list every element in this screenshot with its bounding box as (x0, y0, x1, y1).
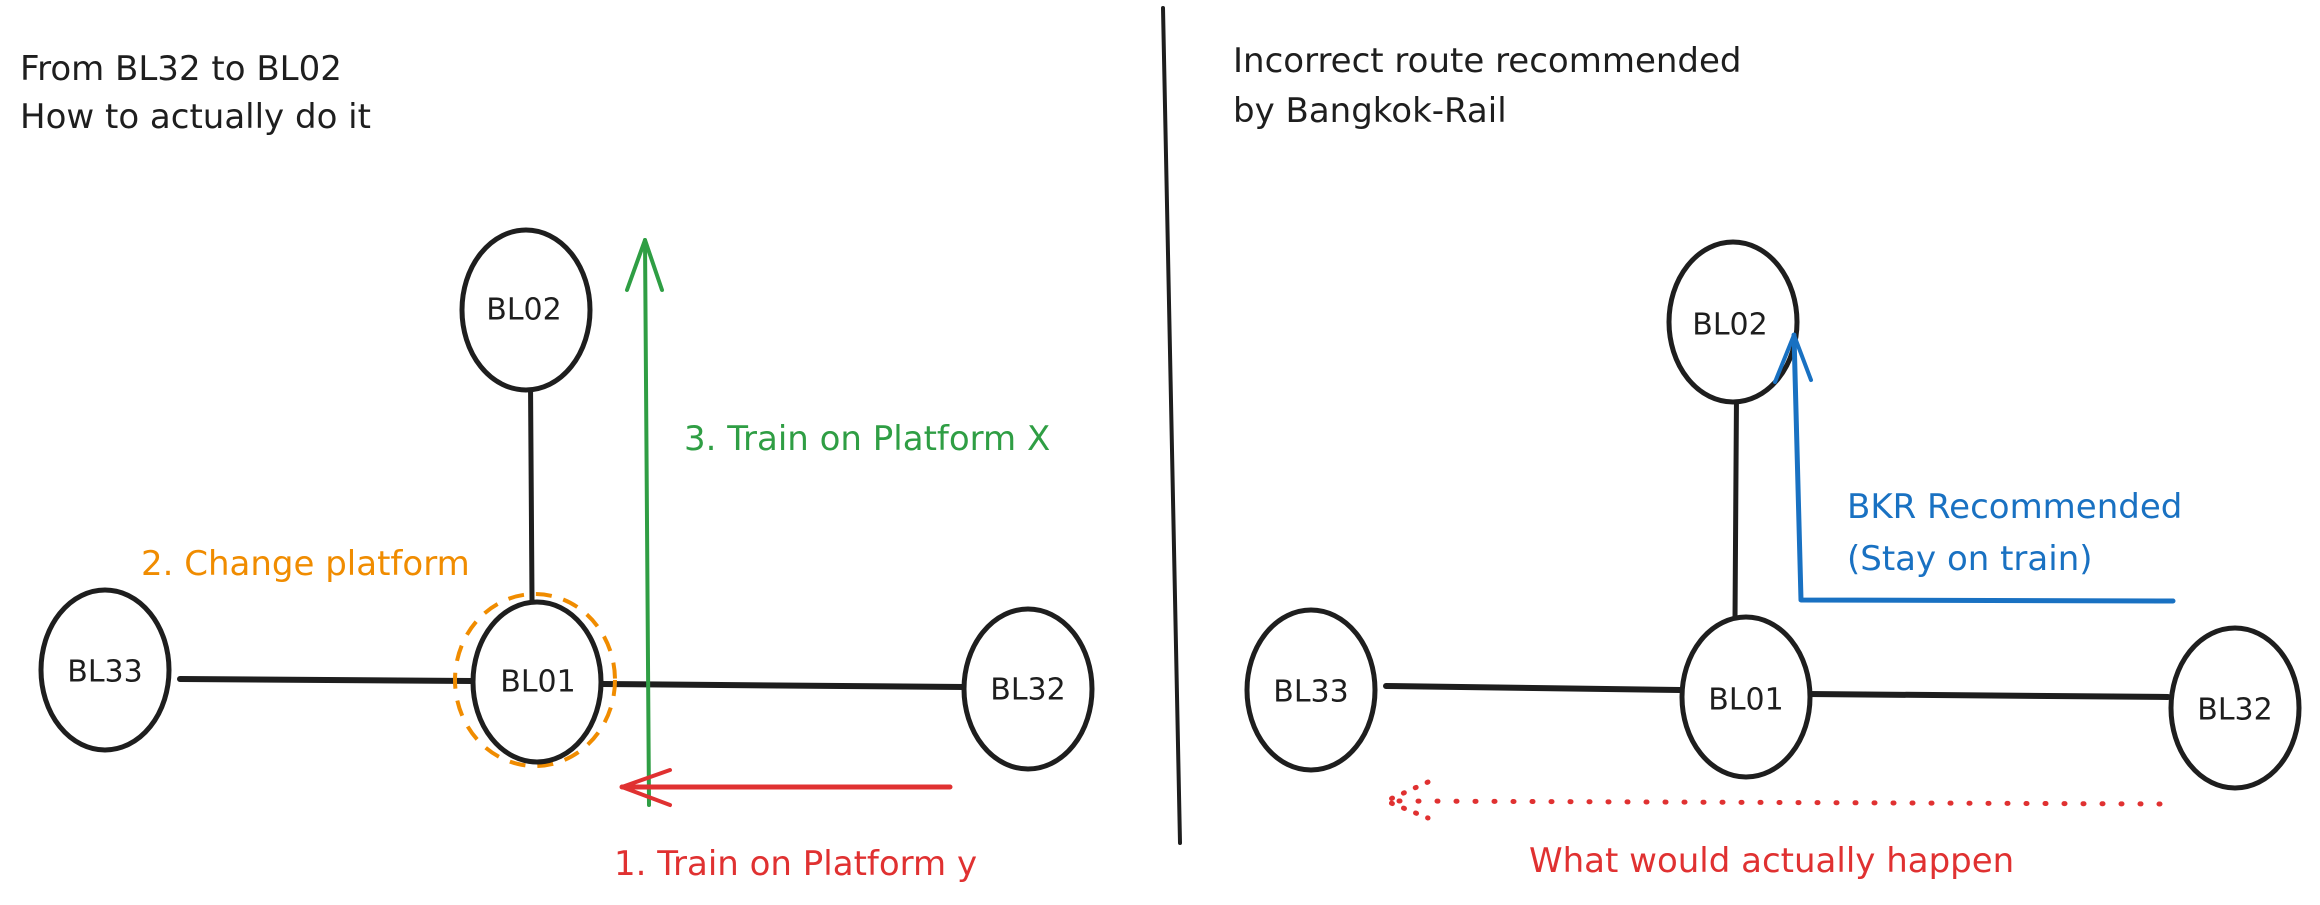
left-panel: From BL32 to BL02 How to actually do it … (20, 49, 1095, 884)
recommended-label-line1: BKR Recommended (1847, 487, 2182, 527)
track-bl33-bl01 (177, 676, 475, 684)
step1-label: 1. Train on Platform y (614, 844, 977, 884)
step3-arrowhead-icon (625, 238, 664, 292)
recommended-label-line2: (Stay on train) (1847, 539, 2093, 579)
panel-divider (1161, 6, 1182, 845)
station-bl33: BL33 (1244, 607, 1378, 773)
station-bl02: BL02 (1666, 239, 1800, 405)
station-bl32: BL32 (961, 606, 1095, 772)
step2-label: 2. Change platform (141, 544, 470, 584)
station-label: BL01 (500, 665, 575, 700)
station-bl01: BL01 (1679, 614, 1813, 780)
track-bl01-bl32 (1805, 691, 2171, 700)
left-title-line1: From BL32 to BL02 (20, 49, 342, 89)
station-bl01: BL01 (470, 599, 604, 765)
station-bl02: BL02 (459, 227, 593, 393)
step1-arrowhead-icon (620, 768, 672, 807)
change-platform-ring (453, 592, 617, 768)
station-label: BL01 (1708, 683, 1783, 718)
recommended-route-arrow (1791, 332, 2176, 604)
actual-arrowhead-icon (1379, 779, 1431, 821)
track-bl33-bl01 (1383, 683, 1683, 693)
step3-arrow (643, 238, 651, 807)
right-panel: Incorrect route recommended by Bangkok-R… (1233, 41, 2302, 881)
station-label: BL02 (486, 293, 561, 328)
station-label: BL32 (2197, 693, 2272, 728)
left-title-line2: How to actually do it (20, 97, 371, 137)
station-bl33: BL33 (38, 587, 172, 753)
actual-route-arrow (1392, 798, 2163, 807)
right-title-line1: Incorrect route recommended (1233, 41, 1742, 81)
station-bl32: BL32 (2168, 625, 2302, 791)
station-label: BL02 (1692, 308, 1767, 343)
right-title-line2: by Bangkok-Rail (1233, 91, 1507, 131)
station-label: BL32 (990, 673, 1065, 708)
track-bl01-bl32 (599, 681, 968, 690)
station-label: BL33 (67, 655, 142, 690)
step3-label: 3. Train on Platform X (684, 419, 1050, 459)
station-label: BL33 (1273, 675, 1348, 710)
recommended-arrowhead-icon (1773, 333, 1813, 384)
actual-label: What would actually happen (1529, 841, 2014, 881)
